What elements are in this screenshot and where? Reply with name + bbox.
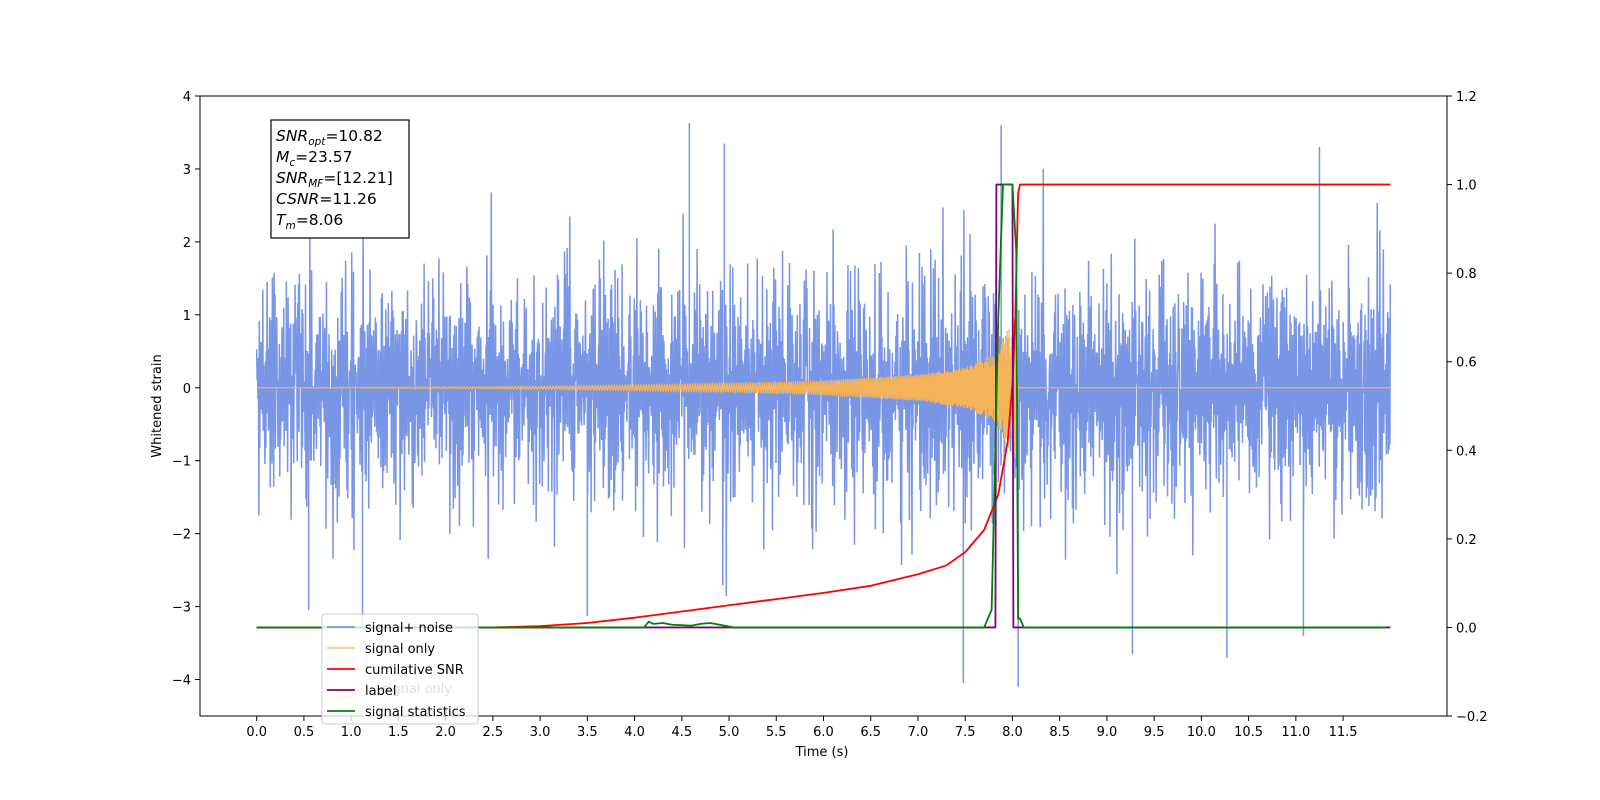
left-y-tick-label: 4 — [183, 90, 191, 105]
legend-overlap-text: signal only — [382, 682, 452, 697]
annotation-value: =8.06 — [296, 211, 344, 229]
x-tick-label: 4.0 — [624, 725, 645, 740]
annotation-value: =[12.21] — [323, 169, 392, 187]
left-y-tick-label: −3 — [172, 601, 191, 616]
left-y-axis-ticks: 4 3 2 1 0 −1 −2 −3 −4 — [172, 90, 200, 689]
x-tick-label: 1.0 — [341, 725, 362, 740]
right-y-tick-label: 0.0 — [1456, 621, 1477, 636]
x-tick-label: 4.5 — [671, 725, 692, 740]
x-tick-label: 7.0 — [908, 725, 929, 740]
x-tick-label: 11.0 — [1281, 725, 1310, 740]
left-y-tick-label: 2 — [183, 236, 191, 251]
right-y-tick-label: 0.4 — [1456, 444, 1477, 459]
x-tick-label: 8.5 — [1049, 725, 1070, 740]
annotation-subscript: c — [289, 157, 295, 169]
left-y-tick-label: 0 — [183, 382, 191, 397]
x-tick-label: 0.5 — [294, 725, 315, 740]
annotation-subscript: MF — [308, 178, 324, 190]
x-tick-label: 6.0 — [813, 725, 834, 740]
right-y-tick-label: 1.0 — [1456, 179, 1477, 194]
annotation-line: SNRMF=[12.21] — [276, 169, 393, 190]
annotation-symbol: SNR — [276, 169, 308, 187]
annotation-symbol: M — [276, 148, 289, 166]
x-tick-label: 2.0 — [435, 725, 456, 740]
right-y-tick-label: 1.2 — [1456, 90, 1477, 105]
x-tick-label: 9.0 — [1097, 725, 1118, 740]
annotation-symbol: T — [276, 211, 287, 229]
right-y-tick-label: 0.8 — [1456, 267, 1477, 282]
series-layer — [255, 122, 1392, 687]
legend-label: signal statistics — [365, 705, 466, 720]
left-y-axis-label: Whitened strain — [150, 354, 165, 457]
legend-label: signal only — [365, 642, 435, 657]
annotation-symbol: SNR — [276, 127, 308, 145]
annotation-frame — [270, 119, 410, 239]
right-y-tick-label: 0.6 — [1456, 356, 1477, 371]
left-y-tick-label: 3 — [183, 163, 191, 178]
x-axis-ticks: 0.0 0.5 1.0 1.5 2.0 2.5 3.0 3.5 4.0 4.5 5.0 5.5 6.0 6… — [246, 716, 1358, 740]
annotation-value: =11.26 — [319, 190, 376, 208]
x-tick-label: 2.5 — [483, 725, 504, 740]
x-tick-label: 7.5 — [955, 725, 976, 740]
right-y-axis-ticks: 1.2 1.0 0.8 0.6 0.4 0.2 0.0 −0.2 — [1447, 90, 1488, 725]
legend-label: cumilative SNR — [365, 663, 464, 678]
x-tick-label: 5.0 — [719, 725, 740, 740]
annotation-line: SNRopt=10.82 — [276, 127, 383, 148]
x-tick-label: 8.0 — [1002, 725, 1023, 740]
left-y-tick-label: −1 — [172, 455, 191, 470]
legend-label: label — [365, 684, 396, 699]
annotation-value: =10.82 — [325, 127, 382, 145]
annotation-subscript: opt — [308, 136, 326, 148]
annotation-symbol: CSNR — [276, 190, 319, 208]
right-y-tick-label: −0.2 — [1456, 710, 1488, 725]
x-tick-label: 5.5 — [766, 725, 787, 740]
x-tick-label: 3.5 — [577, 725, 598, 740]
x-tick-label: 3.0 — [530, 725, 551, 740]
x-tick-label: 0.0 — [246, 725, 267, 740]
x-tick-label: 10.0 — [1187, 725, 1216, 740]
annotation-subscript: m — [285, 220, 295, 232]
series-signal-statistics-line — [256, 183, 1386, 629]
x-tick-label: 1.5 — [388, 725, 409, 740]
series-signal-only-line — [256, 318, 1391, 459]
left-y-tick-label: −2 — [172, 528, 191, 543]
annotation-line: Mc=23.57 — [276, 148, 353, 169]
annotation-line: Tm=8.06 — [276, 211, 343, 232]
x-tick-label: 11.5 — [1329, 725, 1358, 740]
right-y-tick-label: 0.2 — [1456, 533, 1477, 548]
legend-frame — [321, 613, 479, 725]
legend-label: signal+ noise — [365, 621, 453, 636]
left-y-tick-label: −4 — [172, 674, 191, 689]
legend: signal only signal+ noise signal only cumil… — [321, 613, 479, 725]
annotation-line: CSNR=11.26 — [276, 190, 377, 208]
left-y-tick-label: 1 — [183, 309, 191, 324]
annotation-box: SNRopt=10.82Mc=23.57SNRMF=[12.21]CSNR=11… — [270, 119, 410, 239]
annotation-value: =23.57 — [295, 148, 352, 166]
x-tick-label: 10.5 — [1234, 725, 1263, 740]
x-tick-label: 6.5 — [860, 725, 881, 740]
x-axis-label: Time (s) — [795, 745, 849, 760]
x-tick-label: 9.5 — [1144, 725, 1165, 740]
